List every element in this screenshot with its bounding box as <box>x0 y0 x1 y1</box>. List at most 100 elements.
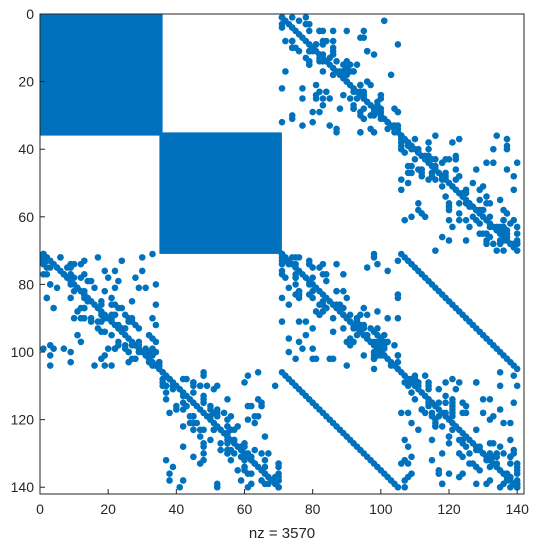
scatter-point <box>57 254 64 261</box>
scatter-point <box>149 335 156 342</box>
scatter-point <box>111 267 119 275</box>
scatter-point <box>391 105 398 112</box>
scatter-point <box>275 460 282 467</box>
scatter-point <box>132 321 139 329</box>
scatter-point <box>377 341 385 349</box>
scatter-point <box>363 264 371 271</box>
scatter-point <box>312 95 320 102</box>
scatter-point <box>377 105 385 112</box>
scatter-point <box>411 396 419 403</box>
scatter-point <box>299 122 306 129</box>
x-tick-label: 0 <box>36 501 44 517</box>
scatter-point <box>200 440 207 447</box>
scatter-point <box>278 118 286 126</box>
scatter-point <box>445 470 453 478</box>
scatter-point <box>425 145 432 153</box>
scatter-point <box>111 345 119 352</box>
scatter-point <box>500 450 507 457</box>
scatter-point <box>428 436 436 444</box>
scatter-point <box>343 294 351 302</box>
diagonal-point <box>513 247 521 254</box>
scatter-point <box>295 291 303 298</box>
scatter-point <box>162 396 170 403</box>
scatter-point <box>472 480 480 488</box>
scatter-point <box>81 287 88 295</box>
scatter-point <box>74 331 81 339</box>
scatter-point <box>81 294 88 302</box>
scatter-point <box>408 375 415 383</box>
scatter-point <box>340 325 347 332</box>
scatter-point <box>282 257 289 265</box>
diagonal-point <box>394 483 402 491</box>
scatter-point <box>445 237 453 244</box>
scatter-point <box>190 389 197 396</box>
scatter-point <box>230 426 238 434</box>
scatter-point <box>220 409 228 417</box>
scatter-point <box>60 270 68 278</box>
scatter-point <box>380 17 388 25</box>
scatter-point <box>108 301 115 309</box>
scatter-point <box>326 355 334 363</box>
scatter-point <box>452 385 460 393</box>
y-tick-label: 0 <box>26 6 34 22</box>
scatter-point <box>162 382 170 390</box>
scatter-point <box>156 362 163 369</box>
dense-block-1 <box>40 14 163 136</box>
scatter-point <box>333 260 340 268</box>
scatter-point <box>265 450 272 457</box>
scatter-point <box>496 369 504 376</box>
scatter-point <box>254 412 262 420</box>
scatter-point <box>190 426 197 434</box>
scatter-point <box>401 379 409 386</box>
scatter-point <box>394 314 402 322</box>
scatter-point <box>510 399 518 407</box>
scatter-point <box>445 216 453 224</box>
scatter-point <box>295 47 303 55</box>
scatter-point <box>404 473 412 481</box>
scatter-point <box>500 206 507 214</box>
scatter-point <box>43 257 51 265</box>
scatter-point <box>203 382 211 390</box>
scatter-point <box>472 379 480 386</box>
scatter-point <box>367 325 374 332</box>
scatter-point <box>200 396 207 403</box>
scatter-point <box>472 426 480 434</box>
scatter-point <box>190 453 197 461</box>
scatter-point <box>513 382 521 390</box>
scatter-point <box>94 325 102 332</box>
scatter-point <box>288 44 296 52</box>
scatter-point <box>452 156 460 163</box>
x-axis: 0 20 40 60 80 100 120 140 <box>36 489 529 517</box>
scatter-point <box>241 463 248 471</box>
scatter-point <box>329 37 337 45</box>
scatter-point <box>435 385 443 393</box>
scatter-point <box>128 355 136 363</box>
scatter-point <box>476 230 483 238</box>
scatter-point <box>87 277 95 285</box>
scatter-point <box>326 122 334 129</box>
scatter-point <box>166 477 173 484</box>
scatter-point <box>398 460 405 467</box>
scatter-point <box>248 480 255 488</box>
scatter-point <box>404 169 412 177</box>
scatter-point <box>295 318 303 325</box>
scatter-point <box>357 34 364 41</box>
scatter-point <box>486 463 494 471</box>
scatter-point <box>340 270 347 278</box>
scatter-point <box>360 304 368 312</box>
scatter-point <box>316 88 323 96</box>
scatter-point <box>179 392 187 400</box>
scatter-point <box>503 233 511 241</box>
y-tick-label: 120 <box>11 412 35 428</box>
scatter-point <box>438 172 446 180</box>
scatter-point <box>295 17 303 25</box>
scatter-point <box>179 443 187 450</box>
scatter-point <box>305 47 313 55</box>
scatter-point <box>179 477 187 484</box>
scatter-point <box>251 460 259 467</box>
scatter-point <box>513 230 521 238</box>
scatter-point <box>472 216 480 224</box>
x-tick-label: 20 <box>100 501 116 517</box>
scatter-point <box>67 294 74 302</box>
scatter-point <box>398 176 405 183</box>
